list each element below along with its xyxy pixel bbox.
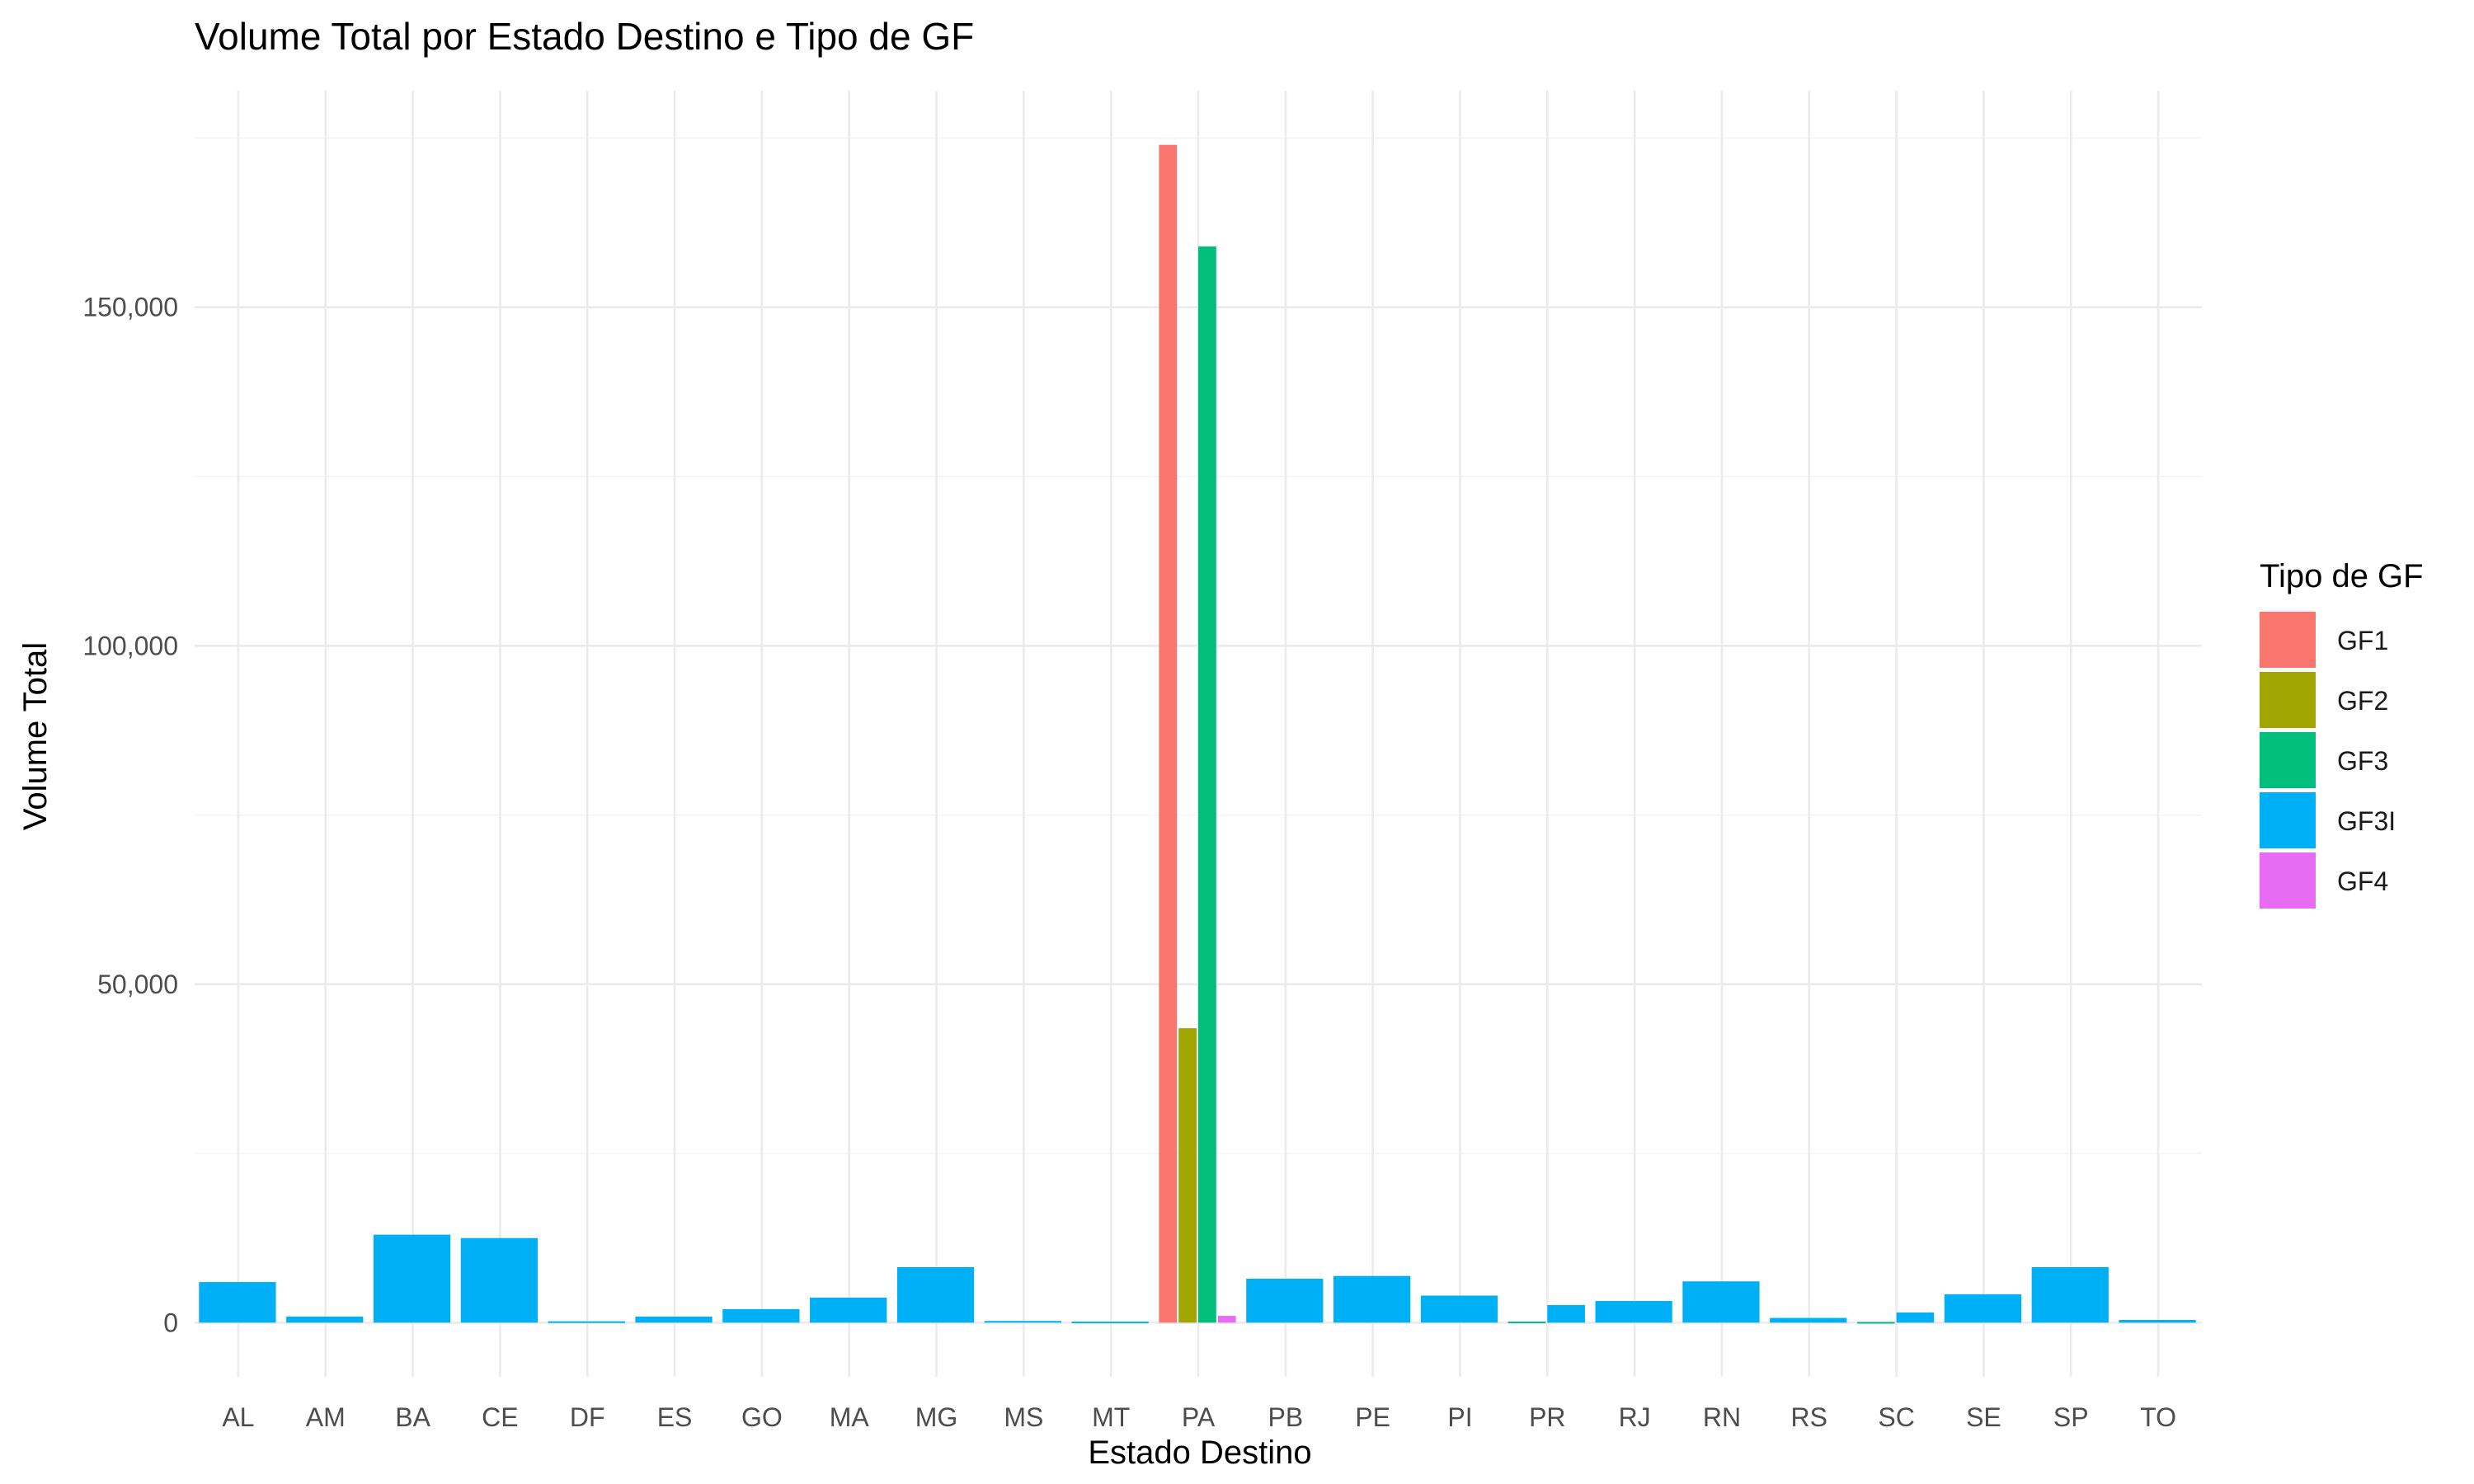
bar-gf3-sc (1856, 1322, 1895, 1324)
legend-key-gf3 (2260, 732, 2316, 788)
bar-gf3i-sc (1896, 1313, 1935, 1323)
bar-gf2-pa (1178, 1028, 1197, 1323)
bar-gf3i-ms (984, 1321, 1061, 1323)
x-tick-label: RN (1703, 1402, 1741, 1432)
x-tick-label: DF (570, 1402, 605, 1432)
legend-key-gf4 (2260, 852, 2316, 909)
bar-gf3i-ce (460, 1237, 539, 1323)
x-tick-label: PR (1529, 1402, 1565, 1432)
x-tick-label: MT (1092, 1402, 1130, 1432)
x-tick-label: TO (2140, 1402, 2176, 1432)
x-tick-label: SC (1878, 1402, 1914, 1432)
legend-label: GF3I (2337, 806, 2396, 836)
chart-title: Volume Total por Estado Destino e Tipo d… (195, 15, 974, 58)
x-tick-label: PE (1355, 1402, 1390, 1432)
x-axis-title: Estado Destino (1088, 1435, 1311, 1471)
bar-gf3i-sp (2031, 1266, 2109, 1323)
x-tick-label: BA (395, 1402, 430, 1432)
legend-key-gf2 (2260, 672, 2316, 728)
x-tick-label: SE (1966, 1402, 2001, 1432)
x-tick-label: ES (657, 1402, 693, 1432)
bar-gf3i-ma (810, 1297, 887, 1323)
bar-gf3i-df (548, 1321, 625, 1323)
legend-key-gf3i (2260, 792, 2316, 848)
bar-gf3-pr (1507, 1322, 1546, 1324)
x-tick-label: RJ (1619, 1402, 1651, 1432)
legend-label: GF2 (2337, 686, 2388, 716)
bar-gf3i-pr (1547, 1304, 1585, 1323)
plot-grid (195, 91, 2202, 1377)
bar-gf3i-pi (1420, 1295, 1498, 1323)
x-tick-label: AM (306, 1402, 346, 1432)
x-tick-label: RS (1791, 1402, 1827, 1432)
x-tick-label: PA (1182, 1402, 1216, 1432)
x-tick-label: MA (830, 1402, 870, 1432)
bar-gf1-pa (1159, 144, 1178, 1323)
x-tick-label: CE (482, 1402, 518, 1432)
x-tick-label: PB (1268, 1402, 1303, 1432)
y-axis-tick-labels: 0 50,000 100,000 150,000 (82, 293, 178, 1338)
x-tick-label: MG (915, 1402, 958, 1432)
bar-gf3i-am (286, 1316, 364, 1323)
bar-gf3i-to (2119, 1320, 2196, 1323)
bar-gf3i-pb (1246, 1278, 1324, 1323)
x-axis-tick-labels: AL AM BA CE DF ES GO MA MG MS MT PA PB PE PI PR RJ RN RS SC… (222, 1402, 2176, 1432)
legend-title: Tipo de GF (2260, 558, 2424, 594)
bars (199, 144, 2196, 1324)
bar-gf4-pa (1217, 1316, 1236, 1323)
bar-gf3i-mt (1071, 1322, 1149, 1324)
bar-gf3i-al (199, 1282, 276, 1323)
x-tick-label: MS (1004, 1402, 1043, 1432)
legend: Tipo de GF GF1 GF2 GF3 GF3I GF4 (2260, 558, 2424, 909)
bar-gf3i-mg (896, 1266, 975, 1323)
x-tick-label: AL (222, 1402, 254, 1432)
bar-gf3i-rs (1770, 1317, 1847, 1323)
y-tick-label: 150,000 (82, 293, 178, 322)
y-tick-label: 50,000 (97, 970, 178, 999)
bar-gf3i-se (1944, 1294, 2022, 1323)
legend-label: GF1 (2337, 626, 2388, 655)
x-tick-label: GO (741, 1402, 783, 1432)
bar-gf3i-ba (373, 1234, 451, 1323)
bar-gf3i-rn (1682, 1281, 1760, 1323)
bar-gf3-pa (1198, 246, 1216, 1323)
y-axis-title: Volume Total (17, 642, 54, 830)
bar-gf3i-es (635, 1316, 713, 1323)
bar-gf3i-rj (1595, 1301, 1672, 1323)
bar-gf3i-pe (1333, 1275, 1411, 1323)
y-tick-label: 0 (163, 1308, 178, 1337)
legend-label: GF4 (2337, 866, 2388, 896)
legend-label: GF3 (2337, 746, 2388, 776)
bar-gf3i-go (722, 1308, 800, 1323)
y-tick-label: 100,000 (82, 631, 178, 660)
x-tick-label: PI (1447, 1402, 1472, 1432)
x-tick-label: SP (2053, 1402, 2089, 1432)
legend-key-gf1 (2260, 612, 2316, 668)
